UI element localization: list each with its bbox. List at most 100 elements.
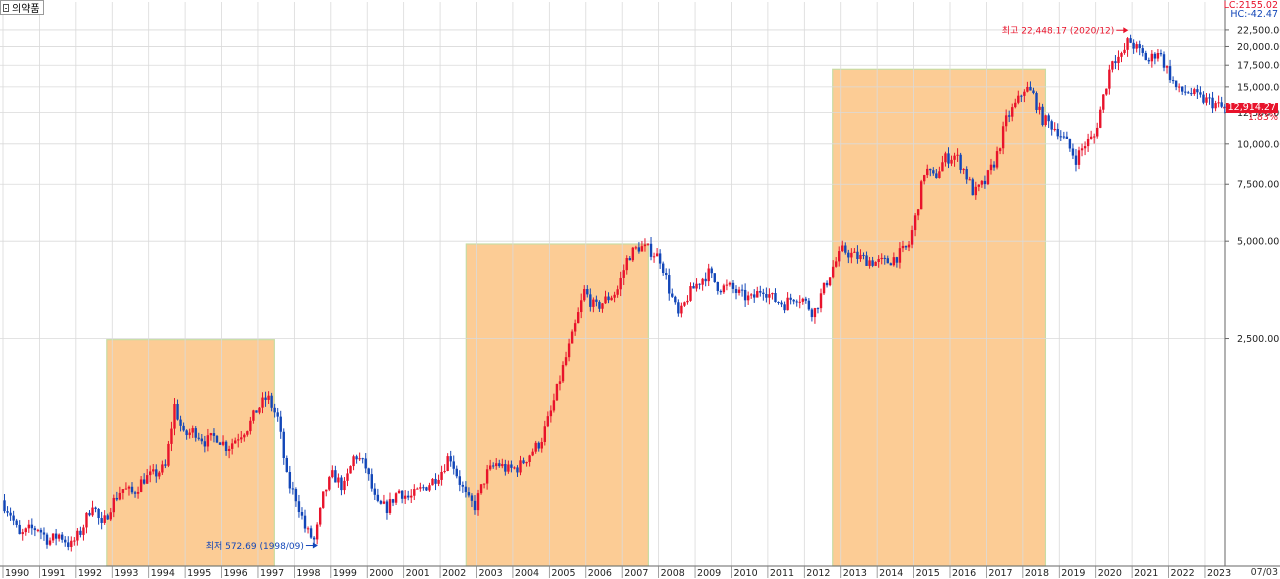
candle-up xyxy=(583,285,586,302)
candle-body xyxy=(865,255,868,266)
candle-body xyxy=(765,294,768,298)
candle-up xyxy=(540,437,543,453)
candle-body xyxy=(403,495,407,499)
candle-down xyxy=(130,482,134,495)
x-tick-label: 2013 xyxy=(843,568,867,579)
candle-up xyxy=(998,147,1002,155)
chart-title-bar[interactable]: 의약품 xyxy=(0,0,44,15)
candle-up xyxy=(1083,141,1087,156)
candle-down xyxy=(1144,50,1147,61)
candle-down xyxy=(971,177,974,196)
candle-down xyxy=(467,487,471,498)
candle-up xyxy=(158,470,161,480)
x-tick-label: 2000 xyxy=(369,568,393,579)
candle-up xyxy=(410,489,413,504)
candle-body xyxy=(1071,148,1075,156)
candle-body xyxy=(989,164,993,171)
candle-down xyxy=(179,415,182,432)
candle-up xyxy=(188,428,191,439)
candle-up xyxy=(1108,64,1111,95)
candle-down xyxy=(449,450,452,467)
x-tick-label: 2001 xyxy=(406,568,430,579)
candle-down xyxy=(94,506,97,513)
candle-body xyxy=(1147,60,1151,62)
candle-body xyxy=(133,492,137,494)
candle-down xyxy=(334,465,337,483)
candle-down xyxy=(3,494,6,514)
candle-up xyxy=(941,155,944,172)
candle-down xyxy=(716,281,720,295)
candle-up xyxy=(841,240,844,253)
candle-body xyxy=(1211,97,1214,109)
candle-body xyxy=(941,162,944,172)
candle-down xyxy=(270,392,273,412)
candle-down xyxy=(698,283,701,290)
candle-up xyxy=(127,485,131,496)
candle-down xyxy=(370,468,373,492)
candle-up xyxy=(1135,41,1138,53)
candle-up xyxy=(640,240,644,252)
candle-down xyxy=(1071,143,1075,160)
candle-up xyxy=(48,537,52,547)
candle-up xyxy=(206,428,210,452)
candle-body xyxy=(1056,128,1059,137)
candle-body xyxy=(349,466,352,474)
candle-body xyxy=(6,511,9,513)
candle-body xyxy=(923,175,926,182)
candle-down xyxy=(856,245,859,264)
candle-body xyxy=(886,258,889,264)
candle-up xyxy=(801,297,804,305)
candle-down xyxy=(792,299,795,305)
candle-down xyxy=(1020,94,1023,102)
candle-body xyxy=(1114,61,1117,64)
candle-body xyxy=(935,173,938,179)
candle-body xyxy=(898,248,902,263)
candle-down xyxy=(373,483,377,500)
candle-body xyxy=(583,289,586,301)
candle-down xyxy=(461,481,465,493)
candle-up xyxy=(331,465,334,479)
candle-down xyxy=(1132,39,1135,54)
menu-icon[interactable] xyxy=(3,3,9,12)
candle-down xyxy=(929,168,932,177)
candle-body xyxy=(904,245,908,248)
candle-body xyxy=(155,469,158,477)
candle-body xyxy=(592,299,595,307)
y-tick-label: 20,000.00 xyxy=(1237,42,1280,53)
candle-body xyxy=(737,289,741,293)
candle-up xyxy=(495,458,498,470)
candle-body xyxy=(45,534,49,545)
candle-body xyxy=(452,461,455,469)
candle-down xyxy=(1147,57,1151,65)
candle-up xyxy=(82,524,85,541)
candle-body xyxy=(1014,102,1017,108)
candle-body xyxy=(686,300,689,303)
candle-body xyxy=(240,437,243,440)
x-tick-label: 1996 xyxy=(224,568,248,579)
candle-up xyxy=(252,409,255,424)
candle-down xyxy=(537,441,540,452)
candle-body xyxy=(397,490,401,494)
candle-down xyxy=(1138,40,1141,56)
candle-down xyxy=(185,429,188,440)
candle-body xyxy=(318,507,322,525)
candle-body xyxy=(1184,91,1187,93)
candle-up xyxy=(813,307,817,324)
candle-down xyxy=(1041,103,1044,127)
candle-body xyxy=(1141,48,1144,53)
candle-body xyxy=(883,257,886,259)
candle-up xyxy=(768,288,771,305)
candle-up xyxy=(771,292,774,300)
candle-down xyxy=(765,287,768,303)
candle-body xyxy=(51,533,55,541)
x-tick-label: 2002 xyxy=(442,568,466,579)
candle-body xyxy=(379,500,383,504)
candle-up xyxy=(1077,146,1081,170)
candle-body xyxy=(243,434,246,438)
candle-body xyxy=(504,464,507,472)
candle-down xyxy=(983,175,987,189)
candle-down xyxy=(255,410,258,413)
candle-down xyxy=(774,288,777,303)
candle-up xyxy=(1004,109,1008,132)
candle-up xyxy=(76,528,79,546)
